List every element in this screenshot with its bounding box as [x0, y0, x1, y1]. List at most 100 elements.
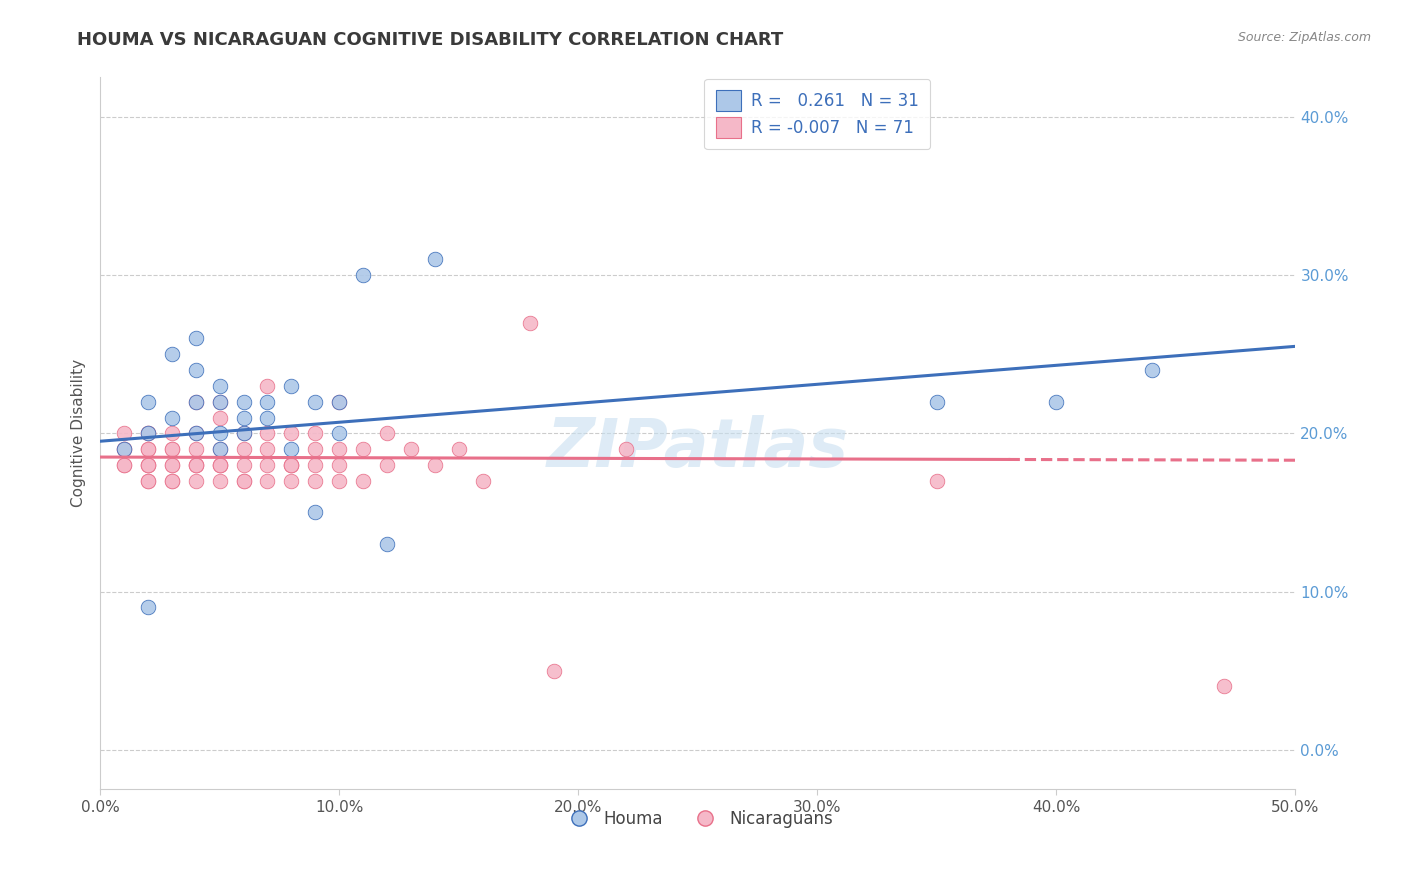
Point — [184, 458, 207, 472]
Point — [184, 458, 207, 472]
Point — [208, 442, 231, 457]
Point — [208, 379, 231, 393]
Point — [184, 442, 207, 457]
Point — [328, 394, 350, 409]
Point — [328, 394, 350, 409]
Point — [328, 442, 350, 457]
Point — [304, 394, 326, 409]
Point — [352, 442, 374, 457]
Point — [304, 458, 326, 472]
Point — [304, 442, 326, 457]
Point — [1045, 394, 1067, 409]
Point — [399, 442, 422, 457]
Point — [232, 458, 254, 472]
Y-axis label: Cognitive Disability: Cognitive Disability — [72, 359, 86, 508]
Point — [447, 442, 470, 457]
Point — [184, 394, 207, 409]
Point — [328, 474, 350, 488]
Point — [471, 474, 494, 488]
Point — [160, 347, 183, 361]
Point — [136, 474, 159, 488]
Point — [208, 394, 231, 409]
Point — [304, 505, 326, 519]
Point — [256, 474, 278, 488]
Point — [352, 474, 374, 488]
Point — [136, 458, 159, 472]
Point — [1212, 680, 1234, 694]
Point — [256, 426, 278, 441]
Point — [136, 394, 159, 409]
Point — [160, 426, 183, 441]
Point — [208, 458, 231, 472]
Point — [256, 442, 278, 457]
Point — [280, 458, 302, 472]
Point — [256, 394, 278, 409]
Point — [232, 474, 254, 488]
Point — [543, 664, 565, 678]
Point — [423, 252, 446, 267]
Point — [160, 458, 183, 472]
Point — [1140, 363, 1163, 377]
Point — [184, 426, 207, 441]
Point — [280, 458, 302, 472]
Point — [352, 268, 374, 282]
Point — [232, 442, 254, 457]
Point — [304, 426, 326, 441]
Point — [112, 426, 135, 441]
Point — [112, 442, 135, 457]
Point — [136, 442, 159, 457]
Point — [112, 458, 135, 472]
Point — [232, 394, 254, 409]
Text: HOUMA VS NICARAGUAN COGNITIVE DISABILITY CORRELATION CHART: HOUMA VS NICARAGUAN COGNITIVE DISABILITY… — [77, 31, 783, 49]
Point — [136, 600, 159, 615]
Point — [208, 442, 231, 457]
Point — [136, 426, 159, 441]
Point — [925, 474, 948, 488]
Point — [160, 474, 183, 488]
Point — [184, 458, 207, 472]
Point — [136, 426, 159, 441]
Point — [136, 474, 159, 488]
Point — [160, 442, 183, 457]
Point — [208, 458, 231, 472]
Point — [232, 426, 254, 441]
Point — [112, 442, 135, 457]
Point — [304, 474, 326, 488]
Point — [256, 410, 278, 425]
Point — [208, 458, 231, 472]
Point — [423, 458, 446, 472]
Point — [160, 458, 183, 472]
Point — [519, 316, 541, 330]
Point — [160, 474, 183, 488]
Point — [614, 442, 637, 457]
Point — [375, 458, 398, 472]
Point — [184, 474, 207, 488]
Point — [280, 379, 302, 393]
Point — [184, 426, 207, 441]
Point — [328, 458, 350, 472]
Point — [280, 474, 302, 488]
Point — [232, 426, 254, 441]
Point — [256, 379, 278, 393]
Point — [208, 394, 231, 409]
Point — [136, 426, 159, 441]
Point — [136, 442, 159, 457]
Legend: Houma, Nicaraguans: Houma, Nicaraguans — [555, 803, 841, 834]
Point — [184, 363, 207, 377]
Point — [160, 442, 183, 457]
Point — [232, 410, 254, 425]
Point — [375, 426, 398, 441]
Point — [280, 458, 302, 472]
Point — [375, 537, 398, 551]
Point — [208, 426, 231, 441]
Text: ZIPatlas: ZIPatlas — [547, 415, 849, 481]
Point — [184, 394, 207, 409]
Point — [328, 426, 350, 441]
Point — [208, 410, 231, 425]
Point — [232, 474, 254, 488]
Point — [280, 426, 302, 441]
Point — [160, 410, 183, 425]
Point — [208, 474, 231, 488]
Text: Source: ZipAtlas.com: Source: ZipAtlas.com — [1237, 31, 1371, 45]
Point — [112, 458, 135, 472]
